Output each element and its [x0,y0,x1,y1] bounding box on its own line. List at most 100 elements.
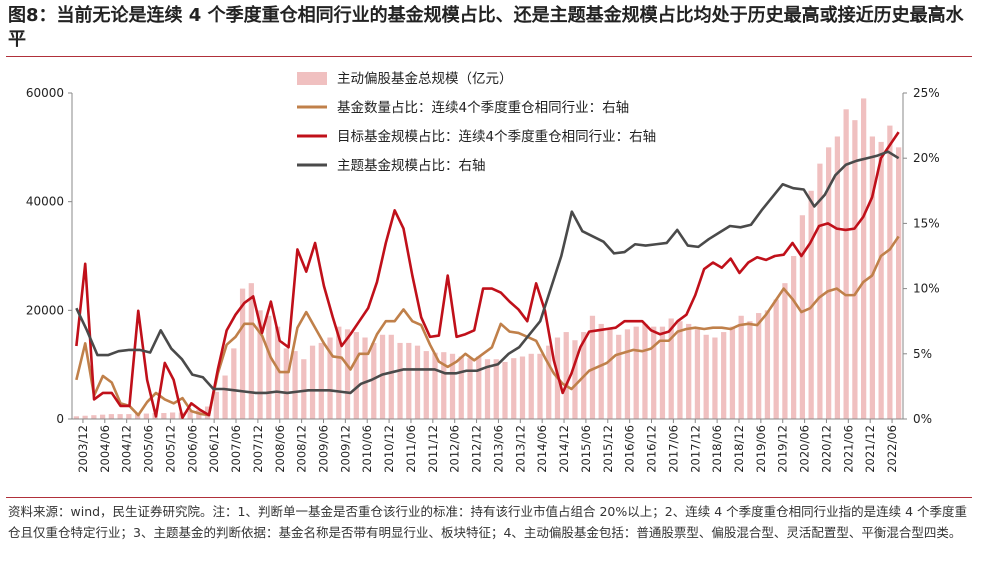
combo-chart: 0 20000 40000 60000 0% 5% 10% 15% 20% 25% 2003/12 2… [26,70,940,473]
x-tick-label: 2013/06 [491,425,505,473]
bar-series [73,98,902,420]
bar [519,356,526,419]
bar [362,337,368,419]
bar [843,109,849,420]
x-tick-label: 2010/06 [360,425,374,473]
x-tick-label: 2020/12 [819,425,833,473]
bar [817,163,823,419]
bar [449,353,456,419]
bar [764,310,771,419]
bar [169,412,176,419]
x-tick-label: 2022/06 [885,425,899,473]
bar [729,326,736,419]
legend-label: 主动偏股基金总规模（亿元） [337,70,513,87]
bar [686,323,692,419]
bar [283,348,289,419]
bar [878,141,884,419]
bar [248,283,254,419]
x-tick-label: 2004/06 [98,425,112,473]
bar [511,358,517,419]
x-tick-label: 2018/12 [732,425,746,473]
bar [668,318,674,419]
bar [528,353,534,419]
bar [589,315,596,419]
bar [432,352,438,419]
x-tick-label: 2019/12 [776,425,790,473]
x-tick-label: 2012/06 [448,425,462,473]
x-tick-label: 2008/06 [273,425,287,473]
x-tick-label: 2016/06 [623,425,637,473]
bar [266,315,272,419]
bar [791,256,797,419]
bar [309,345,316,419]
bar [257,310,263,419]
bar [834,136,841,419]
bar [397,342,403,419]
bar [423,351,429,419]
chart-title: 图8：当前无论是连续 4 个季度重仓相同行业的基金规模占比、还是主题基金规模占比… [8,5,964,50]
bar [563,332,569,419]
x-tick-label: 2003/12 [76,425,90,473]
right-tick-label: 25% [913,86,940,100]
bar [117,414,123,419]
bar [642,323,648,419]
bar [887,125,893,419]
bar [502,361,508,419]
bar [213,391,219,419]
x-tick-label: 2015/06 [579,425,593,473]
bar [756,313,762,419]
bar [808,190,814,419]
bar [388,334,394,419]
bar [91,415,97,419]
bar [239,288,246,419]
series-line [75,131,900,420]
bar [353,332,359,419]
bar [624,329,631,419]
bar [738,315,744,419]
right-tick-label: 10% [913,282,940,296]
bar [467,358,473,419]
bar [414,345,421,419]
legend: 主动偏股基金总规模（亿元） 基金数量占比：连续4个季度重仓相同行业：右轴目标基金规… [297,70,656,174]
x-tick-label: 2005/12 [163,425,177,473]
bar [476,356,482,419]
x-tick-label: 2014/12 [557,425,571,473]
bar [143,413,149,419]
x-tick-label: 2012/12 [470,425,484,473]
bar [546,345,552,419]
bar [607,329,613,419]
bar [747,321,753,419]
legend-swatch [297,72,327,85]
x-tick-label: 2005/06 [142,425,156,473]
x-tick-label: 2017/06 [666,425,680,473]
bar [336,326,342,419]
line-series [75,131,900,420]
bar [572,340,578,419]
x-tick-label: 2014/06 [535,425,549,473]
bar [861,98,867,420]
x-tick-label: 2018/06 [710,425,724,473]
bar [379,334,386,419]
bar [134,413,141,419]
bar [222,375,228,419]
bar [161,413,167,419]
x-tick-label: 2011/06 [404,425,418,473]
x-tick-label: 2011/12 [426,425,440,473]
axes: 0 20000 40000 60000 0% 5% 10% 15% 20% 25% 2003/12 2… [26,86,940,473]
bar [231,348,237,419]
bar [782,283,788,419]
bar [651,326,657,419]
legend-label: 主题基金规模占比：右轴 [337,157,486,174]
series-line [75,150,900,395]
bar [318,342,324,419]
bar [537,353,543,419]
bar [99,414,106,419]
left-tick-label: 60000 [26,86,64,100]
bar [73,416,79,419]
bar [441,352,447,419]
bar [694,329,701,419]
bar [301,359,307,419]
x-tick-label: 2007/12 [251,425,265,473]
bar [677,321,683,419]
bar [852,120,858,420]
